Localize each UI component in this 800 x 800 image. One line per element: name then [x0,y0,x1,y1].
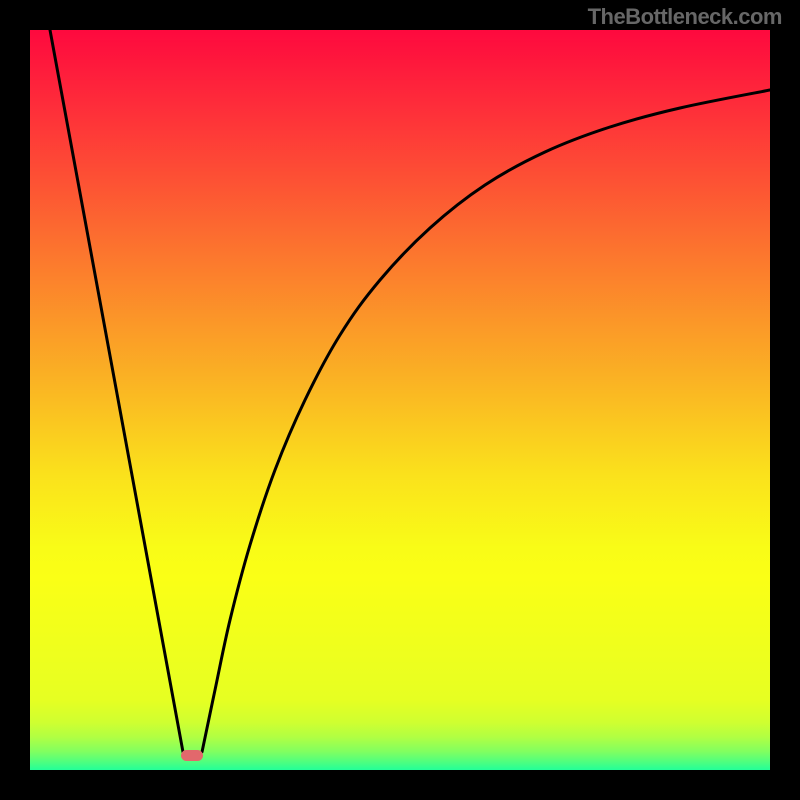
chart-container: TheBottleneck.com [0,0,800,800]
optimal-point-marker [181,750,203,761]
plot-area [30,30,770,770]
watermark-text: TheBottleneck.com [588,4,782,30]
curve-right-ascent [202,90,770,752]
curve-left-descent [50,30,183,752]
curve-layer [30,30,770,770]
